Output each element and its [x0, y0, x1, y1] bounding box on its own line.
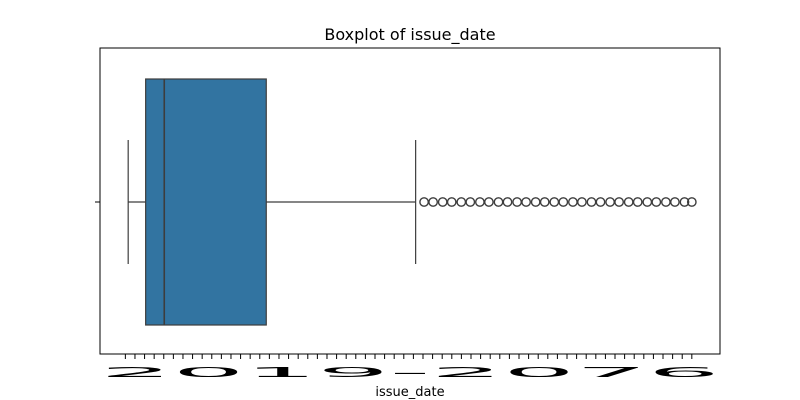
outlier-point — [632, 197, 643, 207]
box-marks — [127, 78, 697, 326]
outlier-point — [521, 197, 532, 207]
chart-title: Boxplot of issue_date — [324, 25, 495, 45]
outlier-point — [437, 197, 448, 207]
outlier-point — [493, 197, 504, 207]
outlier-point — [614, 197, 625, 207]
outlier-point — [512, 197, 522, 207]
outlier-point — [642, 197, 653, 207]
outlier-point — [605, 197, 615, 207]
plot-frame — [99, 47, 721, 355]
outlier-point — [419, 197, 429, 207]
outlier-point — [502, 197, 513, 207]
outlier-point — [558, 197, 569, 207]
outlier-point — [595, 197, 606, 207]
outlier-point — [670, 197, 680, 207]
outlier-point — [651, 197, 662, 207]
outlier-point — [539, 197, 550, 207]
x-axis: 2019-2076 — [100, 354, 720, 381]
outlier-point — [484, 197, 494, 207]
outlier-point — [577, 197, 587, 207]
outlier-point — [623, 197, 634, 207]
outlier-point — [530, 197, 541, 207]
x-axis-label: issue_date — [375, 385, 444, 400]
outlier-point — [586, 197, 597, 207]
outlier-point — [465, 197, 476, 207]
outlier-point — [446, 197, 457, 207]
outlier-point — [428, 197, 439, 207]
outlier-point — [686, 197, 697, 207]
outlier-point — [549, 197, 560, 207]
outlier-point — [567, 197, 578, 207]
outlier-point — [679, 197, 690, 207]
iqr-box — [145, 78, 267, 326]
outlier-point — [456, 197, 467, 207]
outlier-point — [660, 197, 671, 207]
x-tick-labels: 2019-2076 — [100, 366, 720, 381]
outlier-point — [474, 197, 485, 207]
